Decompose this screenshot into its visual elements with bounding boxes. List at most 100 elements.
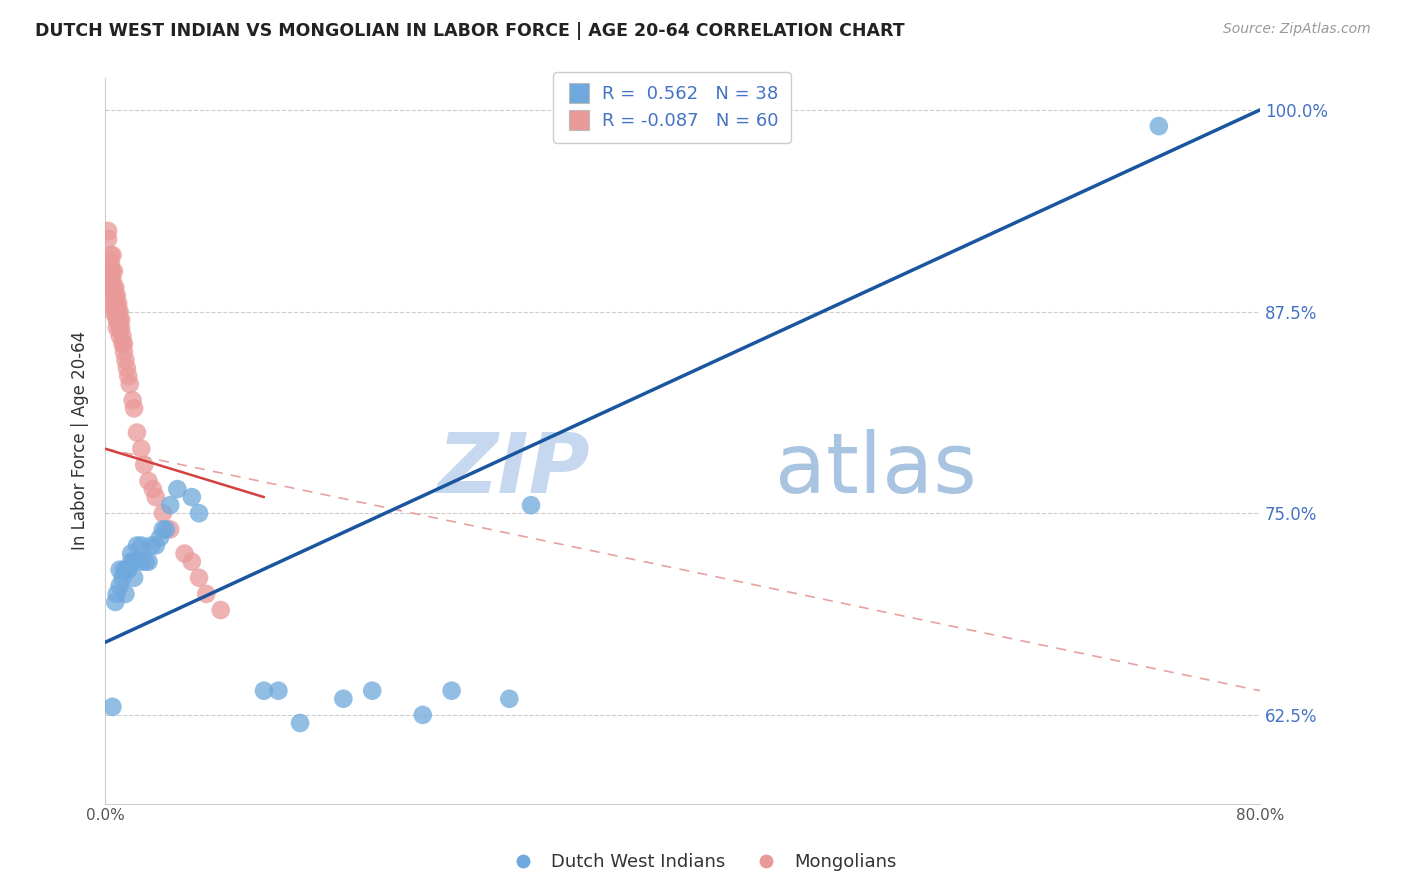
Point: [112, 563, 135, 577]
Point: [149, 531, 172, 545]
Text: atlas: atlas: [775, 429, 977, 510]
Point: [129, 555, 152, 569]
Point: [209, 603, 232, 617]
Point: [152, 506, 174, 520]
Point: [112, 336, 135, 351]
Point: [115, 361, 138, 376]
Point: [110, 312, 132, 326]
Point: [122, 555, 145, 569]
Point: [125, 539, 148, 553]
Point: [112, 345, 135, 359]
Point: [520, 498, 543, 512]
Point: [173, 547, 195, 561]
Point: [100, 248, 122, 262]
Point: [253, 683, 276, 698]
Point: [115, 563, 138, 577]
Point: [114, 353, 136, 368]
Point: [498, 691, 520, 706]
Point: [108, 304, 131, 318]
Point: [129, 539, 152, 553]
Point: [120, 555, 142, 569]
Point: [180, 555, 202, 569]
Point: [105, 320, 128, 334]
Point: [101, 272, 124, 286]
Point: [104, 595, 127, 609]
Point: [159, 522, 181, 536]
Point: [105, 296, 128, 310]
Point: [101, 288, 124, 302]
Point: [101, 304, 124, 318]
Point: [159, 498, 181, 512]
Point: [361, 683, 384, 698]
Point: [101, 296, 124, 310]
Point: [98, 264, 121, 278]
Point: [117, 563, 139, 577]
Point: [152, 522, 174, 536]
Point: [135, 555, 157, 569]
Point: [98, 280, 121, 294]
Point: [111, 571, 134, 585]
Point: [180, 490, 202, 504]
Legend: R =  0.562   N = 38, R = -0.087   N = 60: R = 0.562 N = 38, R = -0.087 N = 60: [553, 72, 792, 143]
Point: [101, 280, 124, 294]
Point: [138, 474, 160, 488]
Point: [104, 280, 127, 294]
Point: [1147, 119, 1170, 133]
Point: [100, 272, 122, 286]
Point: [111, 336, 134, 351]
Point: [97, 232, 120, 246]
Point: [111, 328, 134, 343]
Point: [104, 296, 127, 310]
Point: [108, 320, 131, 334]
Point: [195, 587, 218, 601]
Point: [288, 715, 311, 730]
Point: [104, 304, 127, 318]
Point: [107, 304, 129, 318]
Point: [332, 691, 354, 706]
Point: [108, 312, 131, 326]
Point: [141, 539, 163, 553]
Point: [101, 264, 124, 278]
Point: [122, 571, 145, 585]
Point: [166, 482, 188, 496]
Text: DUTCH WEST INDIAN VS MONGOLIAN IN LABOR FORCE | AGE 20-64 CORRELATION CHART: DUTCH WEST INDIAN VS MONGOLIAN IN LABOR …: [35, 22, 905, 40]
Point: [145, 539, 167, 553]
Point: [129, 442, 152, 456]
Y-axis label: In Labor Force | Age 20-64: In Labor Force | Age 20-64: [72, 331, 89, 550]
Point: [120, 547, 142, 561]
Point: [145, 490, 167, 504]
Point: [138, 555, 160, 569]
Point: [412, 707, 434, 722]
Point: [103, 296, 125, 310]
Point: [134, 458, 156, 472]
Point: [110, 320, 132, 334]
Text: Source: ZipAtlas.com: Source: ZipAtlas.com: [1223, 22, 1371, 37]
Point: [108, 328, 131, 343]
Point: [105, 312, 128, 326]
Point: [117, 369, 139, 384]
Point: [142, 482, 165, 496]
Point: [98, 272, 121, 286]
Point: [108, 563, 131, 577]
Point: [101, 699, 124, 714]
Point: [105, 288, 128, 302]
Point: [121, 393, 143, 408]
Point: [122, 401, 145, 416]
Point: [97, 224, 120, 238]
Point: [107, 312, 129, 326]
Point: [100, 256, 122, 270]
Text: ZIP: ZIP: [437, 429, 591, 510]
Point: [104, 288, 127, 302]
Point: [125, 425, 148, 440]
Point: [155, 522, 177, 536]
Point: [440, 683, 463, 698]
Point: [267, 683, 290, 698]
Point: [103, 264, 125, 278]
Point: [103, 280, 125, 294]
Point: [100, 264, 122, 278]
Point: [105, 304, 128, 318]
Point: [118, 377, 141, 392]
Point: [108, 579, 131, 593]
Point: [107, 296, 129, 310]
Point: [105, 587, 128, 601]
